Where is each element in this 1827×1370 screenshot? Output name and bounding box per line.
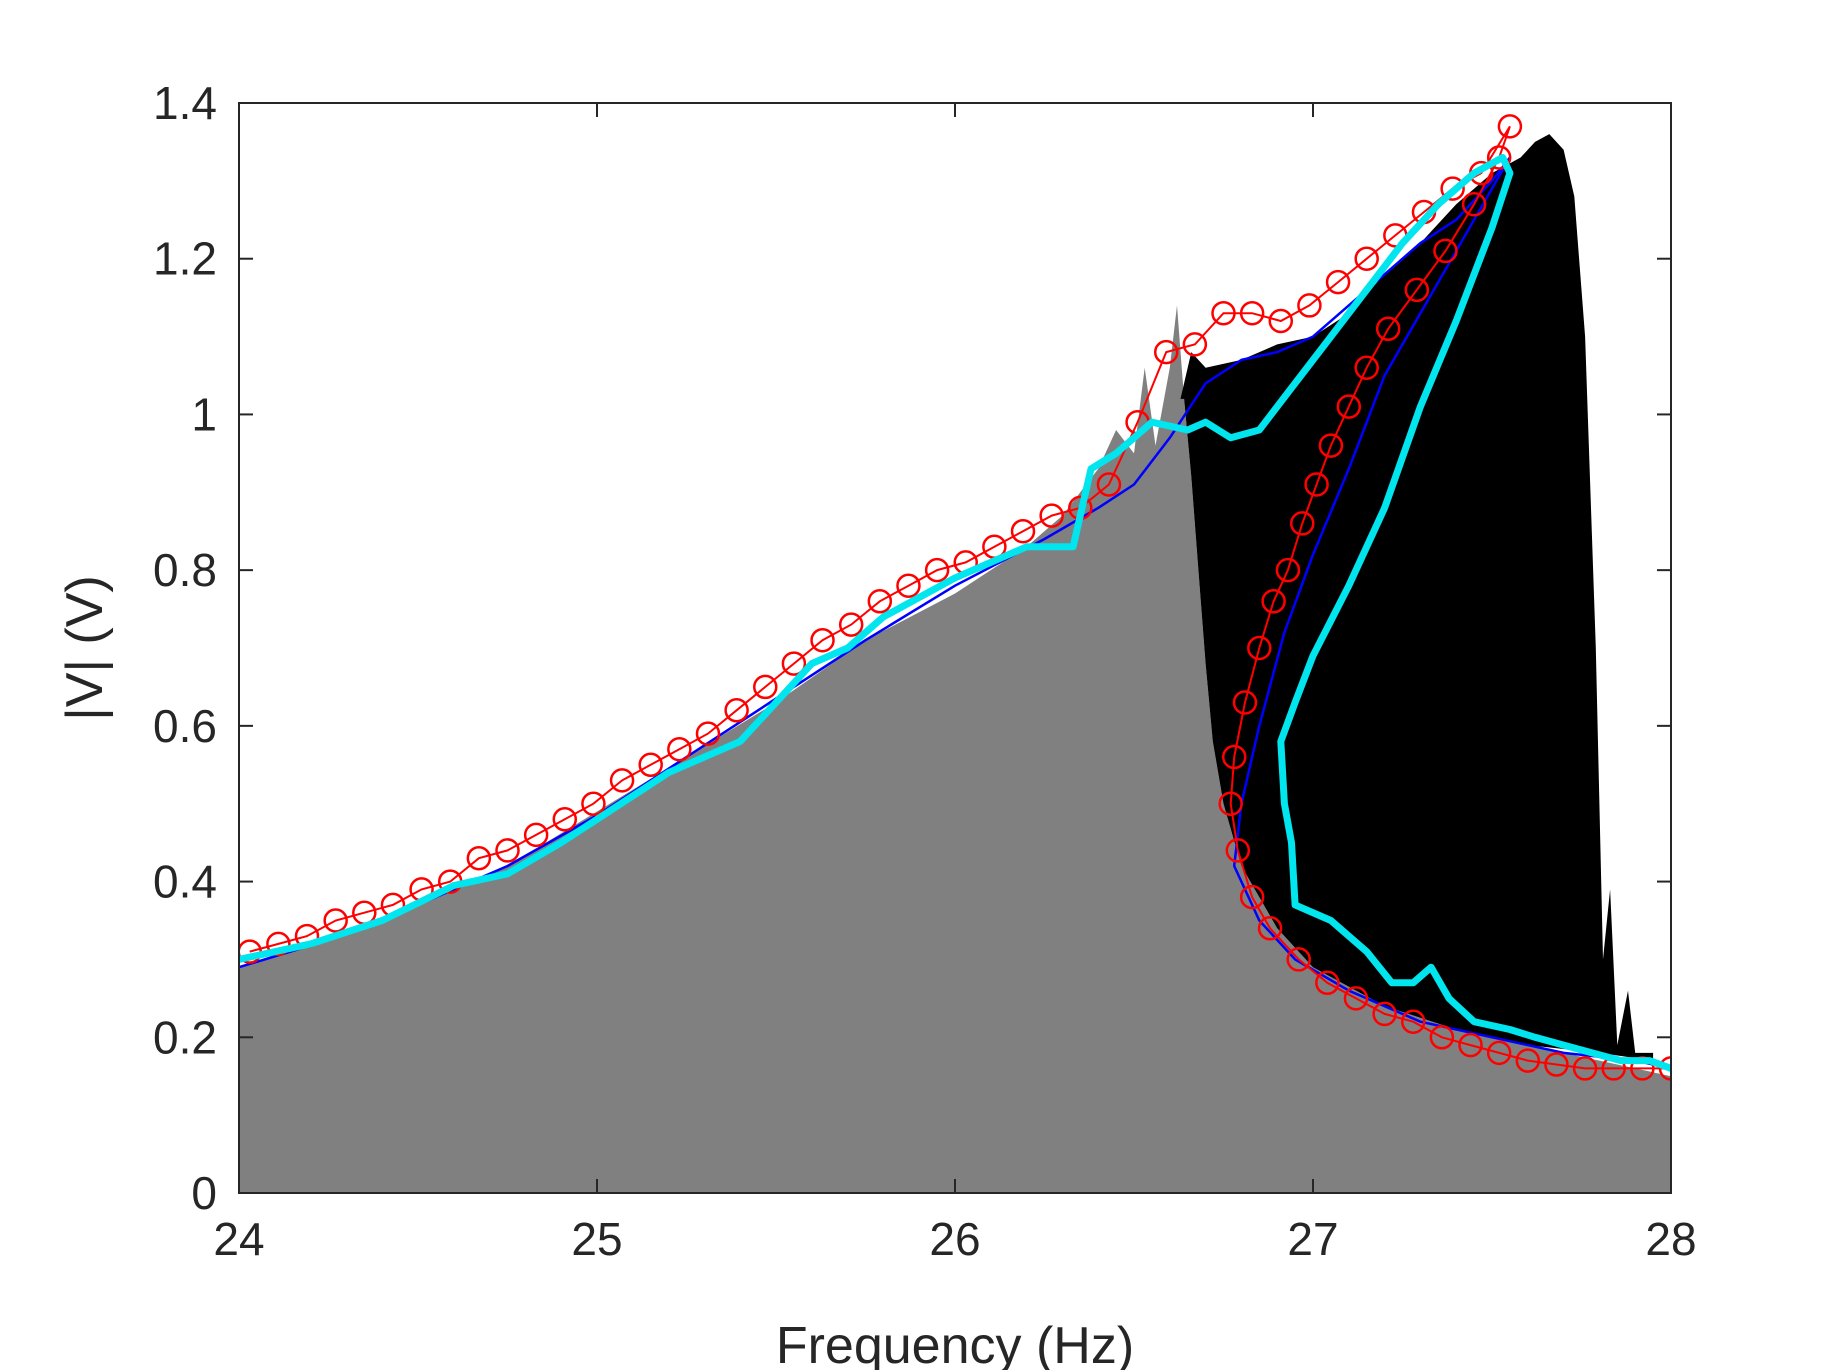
tick-labels: 24 25 26 27 28 0 0.2 0.4 0.6 0.8 1 1.2 1.4 — [153, 77, 1697, 1265]
series-3-marker-28 — [1039, 503, 1064, 528]
series-2-line — [239, 156, 1671, 1070]
series-3-marker-19 — [781, 651, 807, 676]
series-3-marker-36 — [1268, 308, 1294, 334]
series-3-marker-27 — [1010, 518, 1036, 544]
series-3-marker-77 — [1658, 1056, 1671, 1081]
y-tick-label-5: 1 — [191, 388, 217, 440]
series-3-marker-57 — [1247, 635, 1272, 661]
series-3-marker-21 — [838, 612, 864, 637]
y-tick-label-6: 1.2 — [153, 233, 217, 285]
series-3-marker-38 — [1325, 269, 1351, 295]
series-3-marker-22 — [867, 589, 893, 614]
x-tick-label-0: 24 — [213, 1213, 264, 1265]
series-3-marker-18 — [753, 674, 778, 700]
series-3-marker-52 — [1318, 433, 1344, 458]
y-tick-label-1: 0.2 — [153, 1011, 217, 1063]
series-3-marker-70 — [1458, 1032, 1483, 1058]
y-tick-label-3: 0.6 — [153, 700, 217, 752]
series-1-area — [1180, 134, 1654, 1061]
series-3-marker-9 — [495, 838, 520, 863]
series-3-marker-10 — [523, 822, 549, 848]
series-3-marker-73 — [1544, 1052, 1569, 1077]
series-3-marker-39 — [1354, 246, 1379, 271]
series-3-marker-62 — [1239, 884, 1265, 910]
series-3-marker-11 — [552, 807, 578, 832]
y-axis-label: |V| (V) — [56, 575, 114, 720]
series-3-marker-69 — [1429, 1025, 1455, 1050]
series-3-marker-44 — [1497, 114, 1523, 139]
series-3-marker-60 — [1218, 791, 1243, 816]
axes-box — [238, 102, 1672, 1194]
series-4-line — [239, 154, 1671, 1072]
series-3-marker-33 — [1182, 332, 1208, 357]
x-tick-label-1: 25 — [571, 1213, 622, 1265]
series-3-marker-55 — [1275, 557, 1301, 583]
series-3-marker-34 — [1211, 300, 1236, 326]
series-3-marker-54 — [1290, 511, 1315, 536]
y-tick-label-7: 1.4 — [153, 77, 217, 129]
x-tick-label-2: 26 — [929, 1213, 980, 1265]
series-3-marker-61 — [1225, 838, 1251, 863]
series-3-marker-48 — [1404, 277, 1430, 303]
y-tick-label-2: 0.4 — [153, 856, 217, 908]
series-3-marker-72 — [1515, 1048, 1541, 1073]
series-3-marker-63 — [1257, 916, 1283, 941]
series-3-marker-53 — [1304, 472, 1329, 497]
series-3-marker-20 — [810, 627, 835, 653]
series-3-marker-46 — [1461, 191, 1487, 217]
x-tick-label-3: 27 — [1287, 1213, 1338, 1265]
series-3-marker-66 — [1343, 986, 1369, 1011]
series-3-marker-24 — [924, 557, 950, 583]
x-axis-label: Frequency (Hz) — [776, 1317, 1134, 1370]
series-3-marker-15 — [667, 736, 692, 762]
series-3-marker-65 — [1315, 970, 1340, 996]
y-tick-label-4: 0.8 — [153, 544, 217, 596]
series-3-marker-14 — [638, 752, 663, 778]
series-3-marker-50 — [1354, 355, 1379, 380]
series-3-line — [249, 125, 1671, 1070]
y-tick-label-0: 0 — [191, 1167, 217, 1219]
series-3-marker-37 — [1297, 293, 1322, 318]
series-3-marker-59 — [1221, 744, 1247, 770]
series-3-marker-13 — [609, 768, 635, 793]
series-3-marker-56 — [1261, 589, 1286, 614]
series-3-marker-45 — [1486, 145, 1512, 170]
series-3-marker-67 — [1372, 1001, 1397, 1027]
series-3-marker-47 — [1433, 238, 1458, 264]
series-3-marker-30 — [1096, 472, 1122, 497]
series-3-marker-32 — [1153, 339, 1179, 365]
series-3-marker-12 — [581, 791, 606, 816]
series-3-marker-17 — [724, 698, 749, 723]
series-3-marker-58 — [1232, 690, 1258, 715]
series-3-marker-42 — [1440, 176, 1465, 201]
series-3-marker-74 — [1572, 1056, 1598, 1081]
series-3-marker-68 — [1400, 1009, 1426, 1034]
series-3-marker-35 — [1239, 300, 1265, 326]
series-3-marker-8 — [466, 845, 492, 871]
series-3-marker-16 — [695, 721, 721, 746]
series-3-marker-3 — [323, 908, 348, 933]
series-3-marker-51 — [1336, 394, 1362, 419]
series-3-marker-71 — [1486, 1040, 1512, 1066]
series-3-marker-64 — [1286, 947, 1311, 972]
series-3-marker-1 — [266, 931, 291, 957]
x-tick-label-4: 28 — [1645, 1213, 1696, 1265]
plot-area — [239, 114, 1671, 1193]
series-3-marker-49 — [1375, 316, 1401, 342]
series-3-marker-23 — [896, 573, 921, 598]
